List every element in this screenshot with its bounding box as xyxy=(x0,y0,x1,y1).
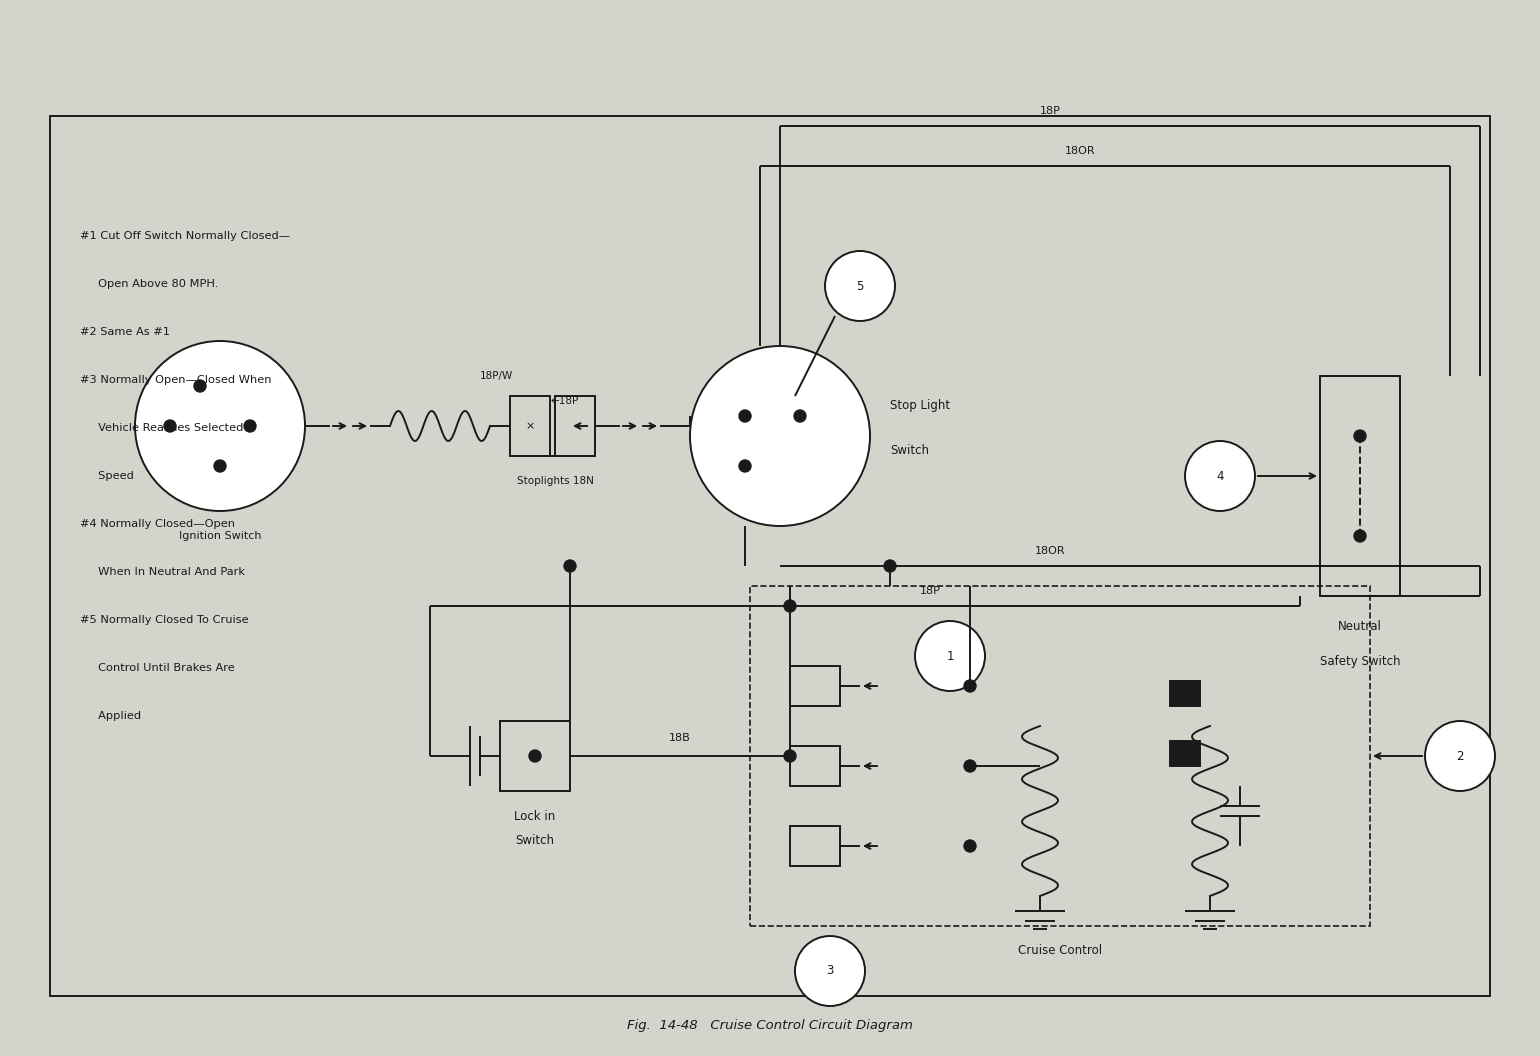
Text: Switch: Switch xyxy=(516,834,554,848)
Text: 18OR: 18OR xyxy=(1035,546,1066,557)
Text: ←18P: ←18P xyxy=(551,396,579,406)
Circle shape xyxy=(795,936,865,1006)
Circle shape xyxy=(1184,441,1255,511)
Circle shape xyxy=(964,680,976,692)
Text: 18OR: 18OR xyxy=(1064,146,1095,156)
Text: Vehicle Reaches Selected: Vehicle Reaches Selected xyxy=(80,423,243,433)
Text: When In Neutral And Park: When In Neutral And Park xyxy=(80,567,245,577)
Text: 18P/W: 18P/W xyxy=(480,371,513,381)
Circle shape xyxy=(795,410,805,422)
Text: 2: 2 xyxy=(1457,750,1463,762)
Circle shape xyxy=(964,840,976,852)
Text: 18B: 18B xyxy=(668,733,691,743)
Bar xyxy=(510,396,550,456)
Text: Speed: Speed xyxy=(80,471,134,480)
Circle shape xyxy=(564,560,576,572)
Circle shape xyxy=(739,410,752,422)
Text: Ignition Switch: Ignition Switch xyxy=(179,531,262,541)
Circle shape xyxy=(884,560,896,572)
Bar xyxy=(1170,681,1200,706)
Text: 18P: 18P xyxy=(919,586,941,596)
Text: Safety Switch: Safety Switch xyxy=(1320,655,1400,667)
Circle shape xyxy=(1354,430,1366,442)
Bar xyxy=(1320,376,1400,596)
Text: 1: 1 xyxy=(946,649,953,662)
Circle shape xyxy=(163,420,176,432)
Text: #4 Normally Closed—Open: #4 Normally Closed—Open xyxy=(80,518,236,529)
Text: 4: 4 xyxy=(1217,470,1224,483)
Text: #2 Same As #1: #2 Same As #1 xyxy=(80,327,169,337)
Circle shape xyxy=(1424,721,1495,791)
Circle shape xyxy=(784,600,796,612)
Bar xyxy=(49,116,1491,996)
Text: #3 Normally Open—Closed When: #3 Normally Open—Closed When xyxy=(80,375,271,385)
Circle shape xyxy=(243,420,256,432)
Text: ×: × xyxy=(525,421,534,431)
Text: Neutral: Neutral xyxy=(1338,620,1381,633)
Bar xyxy=(750,586,1371,926)
Text: 3: 3 xyxy=(827,964,833,978)
Bar xyxy=(790,746,839,786)
Bar xyxy=(790,826,839,866)
Circle shape xyxy=(136,341,305,511)
Text: Control Until Brakes Are: Control Until Brakes Are xyxy=(80,663,234,673)
Circle shape xyxy=(784,750,796,762)
Circle shape xyxy=(530,750,541,762)
Text: #1 Cut Off Switch Normally Closed—: #1 Cut Off Switch Normally Closed— xyxy=(80,231,290,241)
Text: Stop Light: Stop Light xyxy=(890,399,950,413)
Text: Cruise Control: Cruise Control xyxy=(1018,944,1103,958)
Circle shape xyxy=(739,460,752,472)
Circle shape xyxy=(825,251,895,321)
Circle shape xyxy=(214,460,226,472)
Text: Lock in: Lock in xyxy=(514,810,556,823)
Bar xyxy=(790,666,839,706)
Circle shape xyxy=(194,380,206,392)
Text: 5: 5 xyxy=(856,280,864,293)
Text: Fig.  14-48   Cruise Control Circuit Diagram: Fig. 14-48 Cruise Control Circuit Diagra… xyxy=(627,1019,913,1033)
Text: Applied: Applied xyxy=(80,711,142,721)
Circle shape xyxy=(690,346,870,526)
Bar xyxy=(1170,741,1200,766)
Bar xyxy=(554,396,594,456)
Text: Switch: Switch xyxy=(890,445,929,457)
Text: Open Above 80 MPH.: Open Above 80 MPH. xyxy=(80,279,219,289)
Circle shape xyxy=(964,760,976,772)
Text: #5 Normally Closed To Cruise: #5 Normally Closed To Cruise xyxy=(80,615,248,625)
Circle shape xyxy=(1354,530,1366,542)
Circle shape xyxy=(915,621,986,691)
Text: Stoplights 18N: Stoplights 18N xyxy=(516,476,593,486)
Text: 18P: 18P xyxy=(1040,106,1061,116)
Bar xyxy=(500,721,570,791)
